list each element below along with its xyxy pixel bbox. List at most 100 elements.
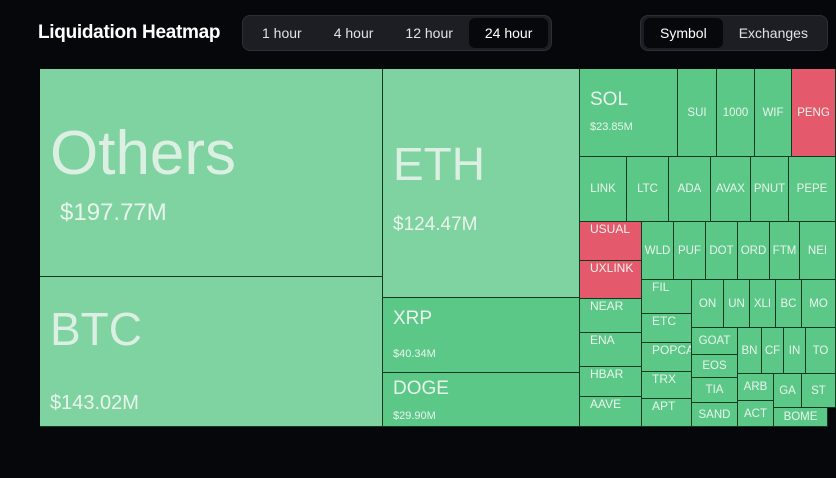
heatmap-tile-ltc[interactable]: LTC: [627, 157, 669, 222]
tile-symbol: WLD: [644, 244, 671, 257]
heatmap-tile-uxlink[interactable]: UXLINK: [580, 261, 642, 299]
heatmap-tile-usual[interactable]: USUAL: [580, 222, 642, 261]
grouping-tabs: Symbol Exchanges: [640, 15, 828, 51]
heatmap-tile-fil[interactable]: FIL: [642, 280, 692, 314]
tile-symbol: FIL: [652, 280, 670, 294]
tile-symbol: APT: [652, 399, 676, 413]
heatmap-tile-trx[interactable]: TRX: [642, 372, 692, 399]
tile-symbol: AAVE: [590, 397, 622, 411]
heatmap-tile-nei[interactable]: NEI: [800, 222, 836, 280]
tile-value: $40.34M: [393, 348, 436, 360]
tile-symbol: NEI: [807, 244, 828, 257]
tile-symbol: IN: [788, 344, 801, 357]
tab-4-hour[interactable]: 4 hour: [333, 25, 374, 41]
tile-symbol: ON: [698, 297, 717, 310]
heatmap-tile-arb[interactable]: ARB: [738, 374, 774, 401]
heatmap-tile-mo[interactable]: MO: [802, 280, 836, 328]
heatmap-tile-hbar[interactable]: HBAR: [580, 367, 642, 397]
tile-symbol: ETC: [652, 314, 676, 328]
tab-1-hour[interactable]: 1 hour: [262, 25, 302, 41]
heatmap-tile-popca[interactable]: POPCA: [642, 343, 692, 372]
tab-exchanges[interactable]: Exchanges: [738, 25, 808, 41]
heatmap-tile-ena[interactable]: ENA: [580, 333, 642, 367]
heatmap-tile-st[interactable]: ST: [802, 374, 836, 408]
heatmap-tile-wld[interactable]: WLD: [642, 222, 674, 280]
heatmap-tile-bome[interactable]: BOME: [774, 408, 828, 427]
tile-value: $29.90M: [393, 410, 436, 422]
heatmap-tile-act[interactable]: ACT: [738, 401, 774, 427]
heatmap-tile-cf[interactable]: CF: [762, 328, 784, 374]
heatmap-tile-peng[interactable]: PENG: [792, 69, 836, 157]
tile-symbol: CF: [764, 344, 781, 357]
tile-symbol: UN: [728, 297, 745, 310]
tile-symbol: EOS: [702, 360, 727, 372]
page-title: Liquidation Heatmap: [38, 22, 221, 43]
heatmap-tile-ga[interactable]: GA: [774, 374, 802, 408]
heatmap-tile-dot[interactable]: DOT: [706, 222, 738, 280]
tile-symbol: BN: [741, 344, 758, 357]
heatmap-tile-goat[interactable]: GOAT: [692, 328, 738, 355]
tile-symbol: TIA: [705, 384, 724, 396]
heatmap-tile-ada[interactable]: ADA: [669, 157, 711, 222]
tile-symbol: USUAL: [590, 222, 631, 236]
heatmap-tile-1000[interactable]: 1000: [717, 69, 755, 157]
tile-symbol: PEPE: [796, 183, 828, 195]
tile-symbol: ACT: [744, 407, 767, 420]
heatmap-tile-puf[interactable]: PUF: [674, 222, 706, 280]
tile-symbol: SUI: [687, 106, 707, 119]
tile-symbol: MO: [809, 297, 828, 310]
tile-symbol: PENG: [797, 106, 830, 119]
tile-symbol: PUF: [678, 244, 701, 257]
heatmap-tile-aave[interactable]: AAVE: [580, 397, 642, 427]
heatmap-tile-avax[interactable]: AVAX: [711, 157, 751, 222]
heatmap-tile-pnut[interactable]: PNUT: [751, 157, 789, 222]
heatmap-tile-doge[interactable]: DOGE $29.90M: [383, 373, 580, 427]
tile-symbol: BTC: [50, 302, 142, 355]
heatmap-tile-near[interactable]: NEAR: [580, 299, 642, 333]
heatmap-tile-sand[interactable]: SAND: [692, 403, 738, 427]
tile-symbol: FTM: [772, 244, 797, 257]
heatmap-tile-btc[interactable]: BTC $143.02M: [40, 277, 383, 427]
tab-12-hour[interactable]: 12 hour: [405, 25, 453, 41]
heatmap-tile-eth[interactable]: ETH $124.47M: [383, 69, 580, 298]
tile-symbol: WIF: [762, 106, 784, 119]
tab-symbol[interactable]: Symbol: [644, 18, 723, 48]
heatmap-tile-xrp[interactable]: XRP $40.34M: [383, 298, 580, 373]
heatmap-tile-wif[interactable]: WIF: [755, 69, 792, 157]
heatmap-tile-to[interactable]: TO: [806, 328, 836, 374]
heatmap-tile-sui[interactable]: SUI: [678, 69, 717, 157]
tile-symbol: LTC: [637, 183, 658, 195]
heatmap-tile-bc[interactable]: BC: [776, 280, 802, 328]
tile-symbol: SAND: [698, 408, 731, 421]
heatmap-tile-eos[interactable]: EOS: [692, 355, 738, 378]
tile-symbol: AVAX: [716, 183, 745, 195]
heatmap-tile-others[interactable]: Others $197.77M: [40, 69, 383, 277]
heatmap-tile-xli[interactable]: XLI: [750, 280, 776, 328]
time-range-tabs: 1 hour 4 hour 12 hour 24 hour: [242, 15, 553, 51]
heatmap-tile-ftm[interactable]: FTM: [770, 222, 800, 280]
heatmap-tile-sol[interactable]: SOL $23.85M: [580, 69, 678, 157]
tile-value: $124.47M: [393, 214, 478, 235]
heatmap-tile-link[interactable]: LINK: [580, 157, 627, 222]
heatmap-tile-pepe[interactable]: PEPE: [789, 157, 836, 222]
tile-symbol: BC: [780, 297, 797, 310]
heatmap-tile-in[interactable]: IN: [784, 328, 806, 374]
heatmap-tile-bn[interactable]: BN: [738, 328, 762, 374]
tile-symbol: DOT: [709, 244, 734, 257]
tile-value: $23.85M: [590, 121, 633, 133]
heatmap-tile-ord[interactable]: ORD: [738, 222, 770, 280]
tile-symbol: Others: [50, 119, 237, 189]
heatmap-tile-apt[interactable]: APT: [642, 399, 692, 427]
tile-symbol: ORD: [740, 244, 767, 257]
tile-symbol: GOAT: [698, 335, 731, 347]
tab-24-hour[interactable]: 24 hour: [468, 18, 549, 48]
tile-symbol: SOL: [590, 89, 629, 110]
heatmap-tile-tia[interactable]: TIA: [692, 378, 738, 403]
heatmap-tile-on[interactable]: ON: [692, 280, 724, 328]
tile-symbol: XRP: [393, 308, 433, 329]
heatmap-tile-etc[interactable]: ETC: [642, 314, 692, 343]
tile-symbol: BOME: [783, 411, 818, 423]
heatmap-tile-un[interactable]: UN: [724, 280, 750, 328]
tile-symbol: ST: [811, 384, 826, 397]
